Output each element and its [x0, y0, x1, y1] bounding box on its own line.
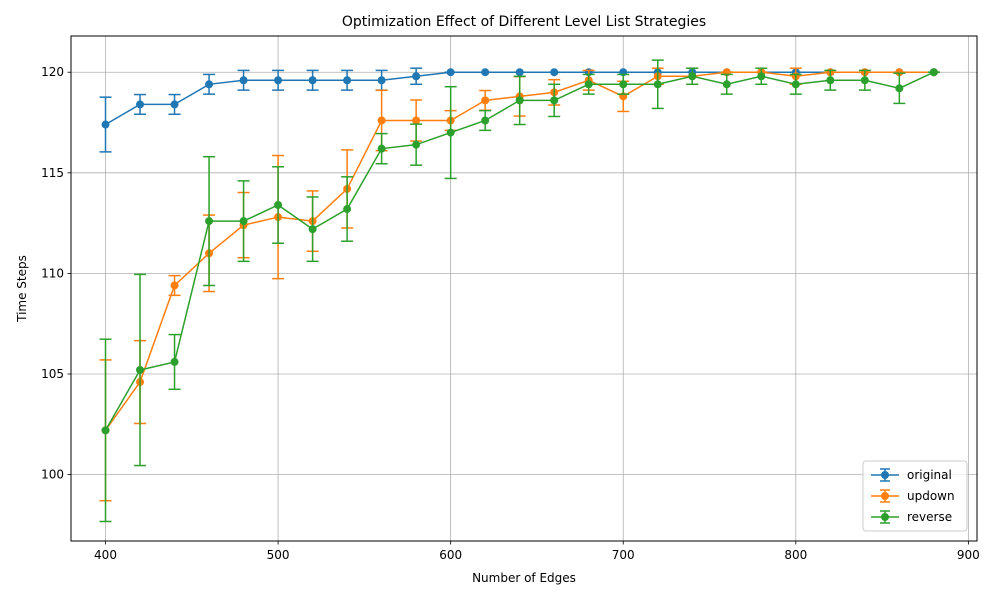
data-point: [481, 96, 490, 105]
legend-marker: [881, 513, 889, 521]
data-point: [895, 84, 904, 93]
data-point: [170, 281, 179, 290]
data-point: [343, 76, 352, 85]
data-point: [412, 140, 421, 149]
data-point: [377, 76, 386, 85]
data-point: [481, 68, 490, 77]
y-axis-label: Time Steps: [15, 255, 29, 323]
data-point: [481, 116, 490, 125]
data-point: [205, 80, 214, 89]
legend-label: updown: [907, 489, 955, 503]
legend: original updown reverse: [862, 460, 968, 532]
data-point: [619, 80, 628, 89]
y-tick-label: 120: [41, 65, 64, 79]
data-point: [136, 365, 145, 374]
chart-title: Optimization Effect of Different Level L…: [342, 14, 706, 30]
data-point: [688, 72, 697, 81]
series-reverse: [99, 59, 940, 523]
data-point: [377, 144, 386, 153]
x-axis-label: Number of Edges: [472, 571, 576, 585]
data-point: [101, 120, 110, 129]
data-point: [170, 357, 179, 366]
data-point: [757, 72, 766, 81]
series-layer: [99, 59, 940, 523]
x-tick-label: 700: [612, 548, 635, 562]
data-point: [515, 96, 524, 105]
y-tick-label: 115: [41, 166, 64, 180]
data-point: [653, 80, 662, 89]
data-point: [895, 68, 904, 77]
data-point: [377, 116, 386, 125]
data-point: [412, 116, 421, 125]
legend-label: reverse: [907, 510, 952, 524]
x-tick-label: 400: [94, 548, 117, 562]
legend-label: original: [907, 468, 952, 482]
data-point: [205, 217, 214, 226]
y-tick-label: 105: [41, 367, 64, 381]
data-point: [550, 68, 559, 77]
legend-entry-reverse: reverse: [871, 510, 952, 524]
data-point: [239, 76, 248, 85]
legend-marker: [881, 471, 889, 479]
data-point: [308, 76, 317, 85]
y-tick-label: 100: [41, 468, 64, 482]
data-point: [791, 80, 800, 89]
data-point: [412, 72, 421, 81]
data-point: [550, 96, 559, 105]
data-point: [929, 68, 938, 77]
data-point: [239, 217, 248, 226]
legend-entry-updown: updown: [871, 489, 955, 503]
legend-box: [862, 460, 968, 532]
legend-entry-original: original: [871, 468, 952, 482]
data-point: [136, 100, 145, 109]
data-point: [584, 80, 593, 89]
legend-marker: [881, 492, 889, 500]
x-tick-label: 800: [784, 548, 807, 562]
data-point: [308, 225, 317, 234]
x-tick-label: 500: [267, 548, 290, 562]
data-point: [170, 100, 179, 109]
data-point: [446, 68, 455, 77]
data-point: [343, 205, 352, 214]
axis-ticks: 400 500 600 700 800 900 100 105 110 115 120: [41, 65, 980, 562]
data-point: [515, 68, 524, 77]
x-tick-label: 900: [957, 548, 980, 562]
x-tick-label: 600: [439, 548, 462, 562]
y-tick-label: 110: [41, 266, 64, 280]
data-point: [101, 426, 110, 435]
data-point: [826, 76, 835, 85]
data-point: [274, 76, 283, 85]
data-point: [274, 201, 283, 210]
data-point: [722, 80, 731, 89]
data-point: [860, 76, 869, 85]
plot-frame: [70, 35, 978, 542]
data-point: [446, 128, 455, 137]
